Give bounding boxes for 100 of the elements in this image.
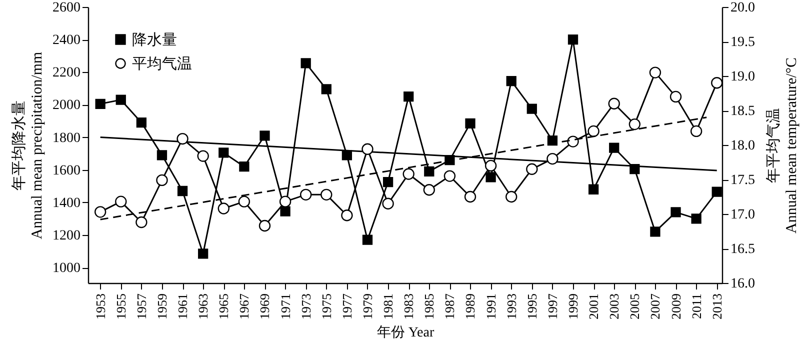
y2-tick-label: 19.0	[730, 70, 755, 84]
x-tick-label: 1957	[134, 293, 149, 320]
point	[546, 152, 558, 165]
y2-tick-label: 16.5	[730, 242, 755, 257]
legend-label: 平均气温	[132, 56, 192, 72]
y-axis-title: 年平均降水量 Annual mean precipitation/mm	[10, 51, 46, 240]
point	[464, 190, 476, 203]
x-tick-label: 1963	[196, 294, 211, 320]
x-axis-title: 年份 Year	[376, 324, 434, 340]
point	[136, 216, 148, 228]
point	[526, 104, 537, 114]
x-tick-label: 1991	[483, 294, 498, 320]
x-tick-label: 1981	[380, 294, 396, 320]
point	[382, 198, 394, 210]
point	[300, 188, 312, 201]
x-tick-label: 1959	[154, 294, 170, 320]
point	[197, 150, 209, 162]
x-tick-label: 1993	[504, 294, 519, 320]
point	[444, 170, 456, 182]
point	[670, 207, 681, 218]
point	[506, 190, 518, 203]
point	[382, 176, 394, 188]
x-tick-label: 1979	[360, 294, 375, 320]
x-tick-label: 1983	[401, 294, 416, 320]
x-tick-label: 1955	[113, 294, 128, 320]
x-tick-label: 1967	[236, 293, 252, 320]
point	[506, 76, 516, 86]
x-tick-label: 2011	[688, 294, 704, 320]
y-tick-label: 1000	[52, 261, 80, 276]
x-tick-label: 1997	[544, 293, 560, 320]
x-tick-label: 2009	[668, 294, 684, 320]
point	[588, 125, 600, 138]
point	[280, 206, 290, 216]
y-tick-label: 1800	[52, 130, 80, 146]
point	[156, 150, 168, 160]
point	[258, 220, 271, 232]
x-tick-label: 1987	[442, 293, 458, 320]
point	[691, 214, 702, 224]
x-tick-label: 1953	[92, 294, 108, 320]
point	[484, 160, 497, 172]
x-tick-label: 2001	[586, 294, 602, 320]
point	[568, 34, 578, 45]
point	[198, 248, 208, 259]
point	[218, 202, 230, 214]
point	[300, 58, 311, 68]
x-tick-label: 1971	[278, 294, 293, 320]
x-tick-label: 2007	[648, 293, 663, 320]
point	[218, 148, 229, 158]
point	[670, 90, 682, 103]
y2-axis-title: 年平均气温 Annual mean temperature/°C	[765, 58, 800, 234]
point	[177, 186, 188, 196]
point	[176, 132, 188, 145]
point	[136, 118, 147, 128]
x-tick-label: 2013	[709, 294, 724, 320]
x-tick-label: 1977	[339, 293, 354, 320]
x-tick-label: 1973	[298, 294, 314, 320]
point	[711, 77, 723, 89]
point	[320, 188, 332, 201]
y2-tick-label: 18.5	[730, 104, 755, 119]
y-tick-label: 1600	[52, 163, 80, 178]
point	[650, 226, 660, 237]
point	[649, 66, 662, 78]
x-tick-label: 1985	[422, 294, 437, 320]
point	[362, 143, 374, 155]
y2-tick-label: 17.5	[730, 173, 755, 188]
point	[690, 125, 702, 138]
point	[279, 196, 292, 208]
point	[567, 136, 579, 148]
y2-tick-label: 19.5	[730, 35, 755, 50]
point	[465, 118, 476, 128]
y2-tick-label: 20.0	[730, 0, 755, 16]
x-tick-label: 1975	[318, 294, 334, 320]
point	[94, 206, 106, 218]
y2-tick-label: 17.0	[730, 208, 755, 222]
point	[260, 130, 270, 141]
point	[588, 184, 599, 194]
point	[341, 210, 353, 222]
point	[156, 174, 168, 186]
y-tick-label: 2000	[52, 98, 80, 114]
point	[116, 94, 126, 105]
x-tick-label: 1995	[524, 294, 540, 320]
point	[95, 98, 106, 109]
x-tick-label: 1969	[257, 294, 272, 320]
x-tick-label: 2003	[606, 294, 622, 320]
legend-label: 降水量	[132, 32, 177, 48]
point	[238, 196, 250, 208]
x-tick-label: 1961	[175, 294, 190, 320]
point	[628, 118, 640, 130]
x-tick-label: 1999	[566, 294, 581, 320]
y-tick-label: 1200	[52, 228, 80, 244]
point	[402, 168, 414, 180]
point	[609, 142, 620, 153]
x-tick-label: 1965	[216, 294, 232, 320]
point	[404, 91, 414, 102]
x-tick-label: 2005	[627, 294, 642, 320]
y-tick-label: 2400	[52, 33, 80, 48]
point	[239, 162, 250, 172]
point	[321, 84, 332, 94]
y-tick-label: 2200	[52, 66, 80, 81]
point	[423, 184, 435, 196]
